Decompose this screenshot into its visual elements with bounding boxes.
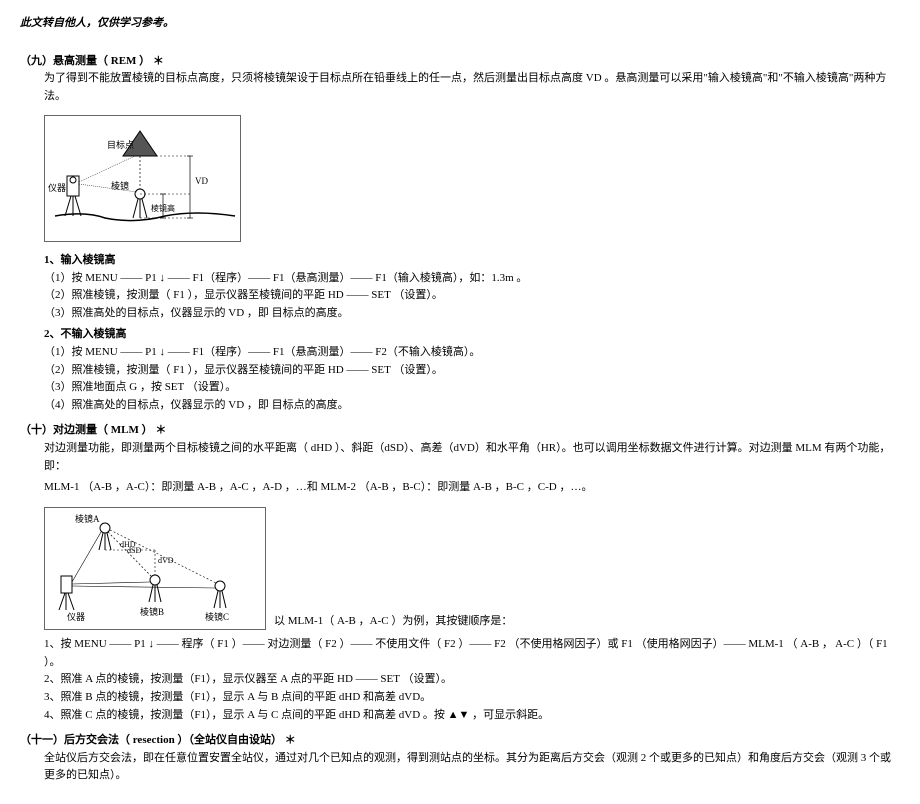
- section9-sub1-title: 1、输入棱镜高: [44, 252, 900, 270]
- section10-title: （十）对边测量（ MLM ） ＊: [20, 422, 900, 440]
- section9-sub2-title: 2、不输入棱镜高: [44, 326, 900, 344]
- section9-intro: 为了得到不能放置棱镜的目标点高度，只须将棱镜架设于目标点所在铅垂线上的任一点，然…: [44, 70, 900, 105]
- label-prism-height: 棱镜高: [151, 203, 175, 213]
- mlm-diagram: 仪器 棱镜A 棱镜B 棱镜C dSD: [44, 507, 266, 631]
- label-prism: 棱镜: [111, 180, 129, 191]
- s9-sub1-step2: （2）照准棱镜，按测量（ F1 ），显示仪器至棱镜间的平距 HD —— SET …: [44, 287, 900, 305]
- label-prism-a: 棱镜A: [75, 513, 100, 524]
- s9-sub1-step1: （1）按 MENU —— P1 ↓ —— F1（程序）—— F1（悬高测量）——…: [44, 270, 900, 288]
- s9-sub2-step3: （3）照准地面点 G ，按 SET （设置）。: [44, 379, 900, 397]
- section11-title: （十一）后方交会法（ resection ）（全站仪自由设站） ＊: [20, 732, 900, 750]
- label-prism-c: 棱镜C: [205, 611, 229, 622]
- mlm-diagram-tail: 以 MLM-1（ A-B ，A-C ）为例，其按键顺序是：: [274, 613, 512, 631]
- label-instrument-mlm: 仪器: [67, 612, 85, 622]
- s10-step4: 4、照准 C 点的棱镜，按测量（F1），显示 A 与 C 点间的平距 dHD 和…: [44, 707, 900, 725]
- label-vd: VD: [195, 176, 208, 186]
- s9-sub2-step4: （4）照准高处的目标点，仪器显示的 VD ，即 目标点的高度。: [44, 397, 900, 415]
- section9-title: （九）悬高测量（ REM ） ＊: [20, 53, 900, 71]
- label-instrument: 仪器: [48, 183, 66, 193]
- label-target: 目标点: [107, 139, 134, 150]
- s10-step1: 1、按 MENU —— P1 ↓ —— 程序（ F1 ）—— 对边测量（ F2 …: [44, 636, 900, 671]
- s9-sub2-step2: （2）照准棱镜，按测量（ F1 ），显示仪器至棱镜间的平距 HD —— SET …: [44, 362, 900, 380]
- header-note: 此文转自他人，仅供学习参考。: [20, 15, 900, 33]
- s10-step3: 3、照准 B 点的棱镜，按测量（F1），显示 A 与 B 点间的平距 dHD 和…: [44, 689, 900, 707]
- s9-sub2-step1: （1）按 MENU —— P1 ↓ —— F1（程序）—— F1（悬高测量）——…: [44, 344, 900, 362]
- section10-intro2: MLM-1 （A-B ，A-C）：即测量 A-B ，A-C ，A-D ，…和 M…: [44, 479, 900, 497]
- section11-intro: 全站仪后方交会法，即在任意位置安置全站仪，通过对几个已知点的观测，得到测站点的坐…: [44, 750, 900, 785]
- s9-sub1-step3: （3）照准高处的目标点，仪器显示的 VD ，即 目标点的高度。: [44, 305, 900, 323]
- label-dhd: dHD: [120, 540, 136, 549]
- label-prism-b: 棱镜B: [140, 606, 164, 617]
- section10-intro: 对边测量功能，即测量两个目标棱镜之间的水平距离（ dHD ）、斜距（dSD）、高…: [44, 440, 900, 475]
- s10-step2: 2、照准 A 点的棱镜，按测量（F1），显示仪器至 A 点的平距 HD —— S…: [44, 671, 900, 689]
- rem-diagram: 仪器 棱镜 目标点 VD 棱镜高: [44, 115, 241, 242]
